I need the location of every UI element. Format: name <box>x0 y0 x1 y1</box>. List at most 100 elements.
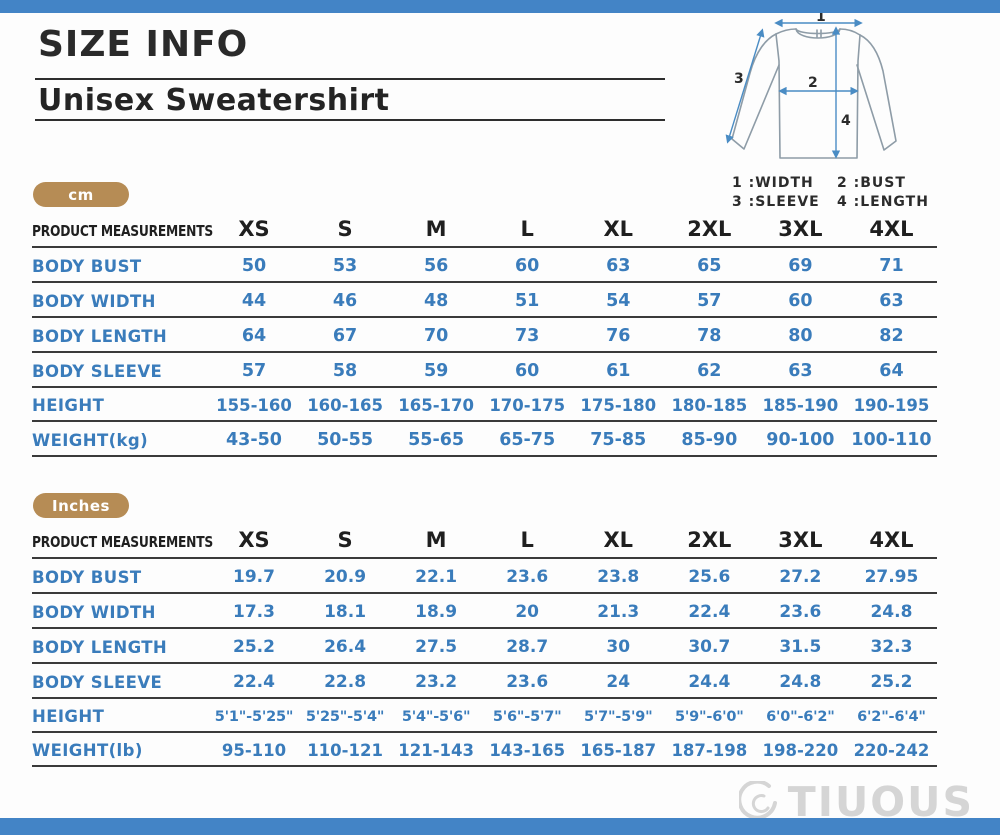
column-header-2xl: 2XL <box>687 528 732 552</box>
column-header-2xl: 2XL <box>687 217 732 241</box>
cell: 27.2 <box>779 567 822 587</box>
cell: 63 <box>879 291 904 311</box>
table-row: BODY LENGTH 25.2 26.4 27.5 28.7 30 30.7 31.5 32.… <box>32 628 937 663</box>
bottom-accent-bar <box>0 818 1000 835</box>
cell: 190-195 <box>853 396 930 415</box>
table-row: BODY LENGTH 64 67 70 73 76 78 80 82 <box>32 317 937 352</box>
cell: 5'7"-5'9" <box>583 708 653 725</box>
cell: 23.6 <box>779 602 822 622</box>
column-header-xl: XL <box>603 528 634 552</box>
cell: 6'0"-6'2" <box>766 708 835 725</box>
cell: 20.9 <box>324 567 367 587</box>
cell: 170-175 <box>489 396 566 415</box>
cell: 165-187 <box>580 741 657 760</box>
cell: 198-220 <box>762 741 839 760</box>
table-row: WEIGHT(kg) 43-50 50-55 55-65 65-75 75-85 85-90… <box>32 421 937 456</box>
unit-badge-cm: cm <box>33 182 129 207</box>
column-header-xs: XS <box>238 528 270 552</box>
cell: 155-160 <box>216 396 292 415</box>
cell: 62 <box>697 361 722 381</box>
cell: 22.4 <box>233 672 275 692</box>
column-header-measurements: PRODUCT MEASUREMENTS <box>32 222 213 240</box>
sizes-table: PRODUCT MEASUREMENTS XS S M L XL 2XL 3XL 4XL BODY… <box>32 527 937 767</box>
cell: 57 <box>241 361 267 381</box>
cell: 30 <box>606 637 631 657</box>
cell: 76 <box>606 326 631 346</box>
cell: 110-121 <box>307 741 383 760</box>
cell: 5'9"-6'0" <box>675 708 744 725</box>
arrow-label-width: 1 <box>816 13 826 25</box>
product-subtitle: Unisex Sweatershirt <box>38 83 390 118</box>
cell: 175-180 <box>580 396 657 415</box>
cell: 53 <box>332 256 358 276</box>
cell: 78 <box>697 326 722 346</box>
table-row: BODY BUST 19.7 20.9 22.1 23.6 23.8 25.6 27.2 27.… <box>32 558 937 593</box>
cell: 48 <box>423 291 449 311</box>
row-label: BODY BUST <box>32 256 142 276</box>
row-label: HEIGHT <box>32 707 105 726</box>
cell: 65-75 <box>499 430 556 450</box>
cell: 121-143 <box>398 741 474 760</box>
cell: 65 <box>697 256 722 276</box>
cell: 5'25"-5'4" <box>305 708 385 725</box>
cell: 23.8 <box>597 567 640 587</box>
cell: 69 <box>788 256 813 276</box>
cell: 220-242 <box>853 741 930 760</box>
column-header-4xl: 4XL <box>869 528 914 552</box>
cell: 63 <box>606 256 631 276</box>
cell: 67 <box>332 326 358 346</box>
cell: 32.3 <box>870 637 913 657</box>
cell: 6'2"-6'4" <box>857 708 926 725</box>
cell: 160-165 <box>307 396 383 415</box>
legend-item-length: 4 :LENGTH <box>837 194 929 210</box>
cell: 19.7 <box>233 567 275 587</box>
arrow-label-sleeve: 3 <box>734 71 744 87</box>
cell: 46 <box>332 291 358 311</box>
row-label: BODY SLEEVE <box>32 361 163 381</box>
cell: 5'4"-5'6" <box>401 708 471 725</box>
row-label: WEIGHT(kg) <box>32 430 149 450</box>
legend-item-bust: 2 :BUST <box>837 175 906 191</box>
row-label: HEIGHT <box>32 396 105 415</box>
column-header-m: M <box>425 528 447 552</box>
table-row: BODY BUST 50 53 56 60 63 65 69 71 <box>32 247 937 282</box>
cell: 59 <box>423 361 449 381</box>
cell: 43-50 <box>226 430 282 450</box>
cell: 28.7 <box>506 637 549 657</box>
divider-line <box>35 78 665 80</box>
cell: 30.7 <box>688 637 731 657</box>
cell: 64 <box>879 361 904 381</box>
table-row: HEIGHT 155-160 160-165 165-170 170-175 175-18… <box>32 387 937 421</box>
column-header-s: S <box>337 528 353 552</box>
size-table-cm: PRODUCT MEASUREMENTS XS S M L XL 2XL 3XL 4XL BODY… <box>32 216 937 457</box>
arrow-label-bust: 2 <box>808 75 818 91</box>
cell: 21.3 <box>597 602 640 622</box>
cell: 5'6"-5'7" <box>492 708 562 725</box>
column-header-xs: XS <box>238 217 270 241</box>
cell: 17.3 <box>233 602 275 622</box>
cell: 51 <box>515 291 540 311</box>
cell: 20 <box>515 602 540 622</box>
column-header-m: M <box>425 217 447 241</box>
cell: 63 <box>788 361 813 381</box>
cell: 44 <box>241 291 267 311</box>
cell: 27.95 <box>864 567 919 587</box>
cell: 24 <box>606 672 631 692</box>
cell: 58 <box>332 361 358 381</box>
table-row: WEIGHT(lb) 95-110 110-121 121-143 143-165 165… <box>32 732 937 766</box>
table-row: BODY SLEEVE 22.4 22.8 23.2 23.6 24 24.4 24.8 25.… <box>32 663 937 698</box>
cell: 165-170 <box>398 396 474 415</box>
table-row: BODY WIDTH 44 46 48 51 54 57 60 63 <box>32 282 937 317</box>
column-header-s: S <box>337 217 353 241</box>
cell: 64 <box>241 326 267 346</box>
cell: 22.8 <box>324 672 367 692</box>
row-label: BODY BUST <box>32 567 142 587</box>
brand-watermark: TIUOUS <box>738 781 974 823</box>
cell: 75-85 <box>590 430 647 450</box>
legend-item-sleeve: 3 :SLEEVE <box>732 194 820 210</box>
cell: 50 <box>241 256 267 276</box>
page-title: SIZE INFO <box>38 24 249 65</box>
cell: 187-198 <box>671 741 748 760</box>
cell: 50-55 <box>317 430 374 450</box>
